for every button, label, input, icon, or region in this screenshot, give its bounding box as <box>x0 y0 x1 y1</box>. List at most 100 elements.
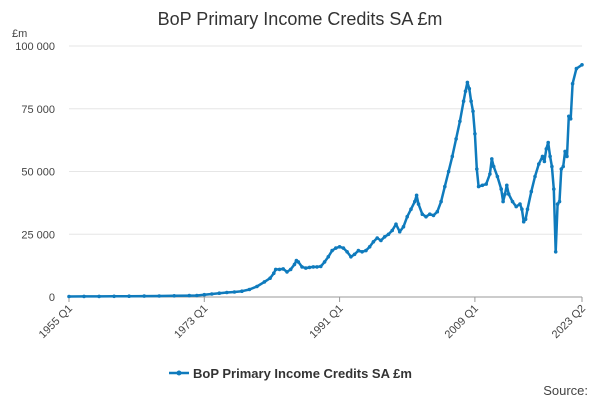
data-point[interactable] <box>501 199 505 204</box>
data-point[interactable] <box>232 290 237 294</box>
data-point[interactable] <box>375 236 380 240</box>
data-point[interactable] <box>499 187 504 191</box>
data-point[interactable] <box>352 252 357 257</box>
data-point[interactable] <box>529 189 534 194</box>
data-point[interactable] <box>409 207 413 211</box>
legend[interactable]: BoP Primary Income Credits SA £m <box>169 366 412 381</box>
data-point[interactable] <box>217 291 222 296</box>
data-point[interactable] <box>225 290 229 295</box>
data-point[interactable] <box>506 192 511 196</box>
data-point[interactable] <box>559 167 564 171</box>
data-point[interactable] <box>518 202 522 206</box>
data-point[interactable] <box>480 183 485 188</box>
data-point[interactable] <box>281 267 286 271</box>
data-point[interactable] <box>349 254 353 259</box>
data-point[interactable] <box>473 132 477 136</box>
data-point[interactable] <box>510 199 515 204</box>
data-point[interactable] <box>187 293 192 298</box>
data-point[interactable] <box>458 119 462 124</box>
data-point[interactable] <box>311 265 316 269</box>
data-point[interactable] <box>416 202 421 206</box>
data-point[interactable] <box>67 294 71 299</box>
data-point[interactable] <box>334 246 338 250</box>
data-point[interactable] <box>277 267 282 272</box>
data-point[interactable] <box>127 294 131 299</box>
data-point[interactable] <box>345 250 349 254</box>
data-point[interactable] <box>424 214 428 219</box>
data-point[interactable] <box>394 222 398 226</box>
data-point[interactable] <box>420 212 425 216</box>
data-point[interactable] <box>555 202 560 206</box>
data-point[interactable] <box>553 250 558 254</box>
data-point[interactable] <box>565 154 569 159</box>
data-point[interactable] <box>465 80 470 85</box>
data-point[interactable] <box>446 169 451 174</box>
data-point[interactable] <box>285 270 289 274</box>
data-point[interactable] <box>537 162 541 166</box>
data-point[interactable] <box>262 280 267 284</box>
data-point[interactable] <box>520 207 524 211</box>
data-point[interactable] <box>304 266 308 270</box>
data-point[interactable] <box>379 238 383 243</box>
data-point[interactable] <box>272 271 276 276</box>
data-point[interactable] <box>319 264 323 269</box>
data-point[interactable] <box>439 199 443 204</box>
data-point[interactable] <box>443 184 447 189</box>
data-point[interactable] <box>202 292 207 297</box>
data-point[interactable] <box>557 199 562 204</box>
data-point[interactable] <box>490 157 494 161</box>
data-point[interactable] <box>292 262 297 267</box>
data-point[interactable] <box>542 159 547 164</box>
data-point[interactable] <box>240 289 244 294</box>
data-point[interactable] <box>300 265 304 269</box>
data-point[interactable] <box>533 174 537 179</box>
data-point[interactable] <box>568 117 573 121</box>
data-point[interactable] <box>463 89 468 93</box>
data-point[interactable] <box>580 63 584 67</box>
data-point[interactable] <box>435 209 440 214</box>
data-point[interactable] <box>382 235 387 239</box>
data-point[interactable] <box>210 292 214 296</box>
data-point[interactable] <box>371 240 376 244</box>
data-point[interactable] <box>273 267 278 272</box>
data-point[interactable] <box>567 114 571 119</box>
data-point[interactable] <box>450 154 455 159</box>
data-point[interactable] <box>112 294 116 299</box>
data-point[interactable] <box>523 217 528 221</box>
data-point[interactable] <box>172 294 176 298</box>
data-point[interactable] <box>360 250 364 254</box>
data-point[interactable] <box>563 149 567 154</box>
data-point[interactable] <box>570 81 575 86</box>
data-point[interactable] <box>405 214 410 219</box>
data-point[interactable] <box>503 192 507 196</box>
data-point[interactable] <box>471 109 475 114</box>
data-point[interactable] <box>428 212 432 216</box>
data-point[interactable] <box>315 265 319 269</box>
data-point[interactable] <box>157 294 161 298</box>
data-point[interactable] <box>413 199 417 204</box>
data-point[interactable] <box>386 232 391 237</box>
data-point[interactable] <box>521 219 526 224</box>
data-point[interactable] <box>514 204 518 209</box>
data-point[interactable] <box>467 86 472 91</box>
data-point[interactable] <box>288 267 293 272</box>
data-point[interactable] <box>364 248 368 253</box>
data-point[interactable] <box>296 260 301 264</box>
data-point[interactable] <box>495 174 500 179</box>
data-point[interactable] <box>431 213 436 218</box>
data-point[interactable] <box>544 147 549 151</box>
data-point[interactable] <box>574 66 579 71</box>
data-point[interactable] <box>561 164 565 169</box>
data-point[interactable] <box>195 293 199 298</box>
data-point[interactable] <box>326 254 331 259</box>
data-point[interactable] <box>552 187 556 191</box>
data-point[interactable] <box>488 172 492 176</box>
data-point[interactable] <box>476 184 481 189</box>
data-point[interactable] <box>341 246 346 250</box>
data-point[interactable] <box>550 164 554 169</box>
data-point[interactable] <box>255 284 259 289</box>
data-point[interactable] <box>461 99 466 103</box>
data-point[interactable] <box>401 224 406 229</box>
data-point[interactable] <box>307 265 312 270</box>
data-point[interactable] <box>548 154 552 159</box>
